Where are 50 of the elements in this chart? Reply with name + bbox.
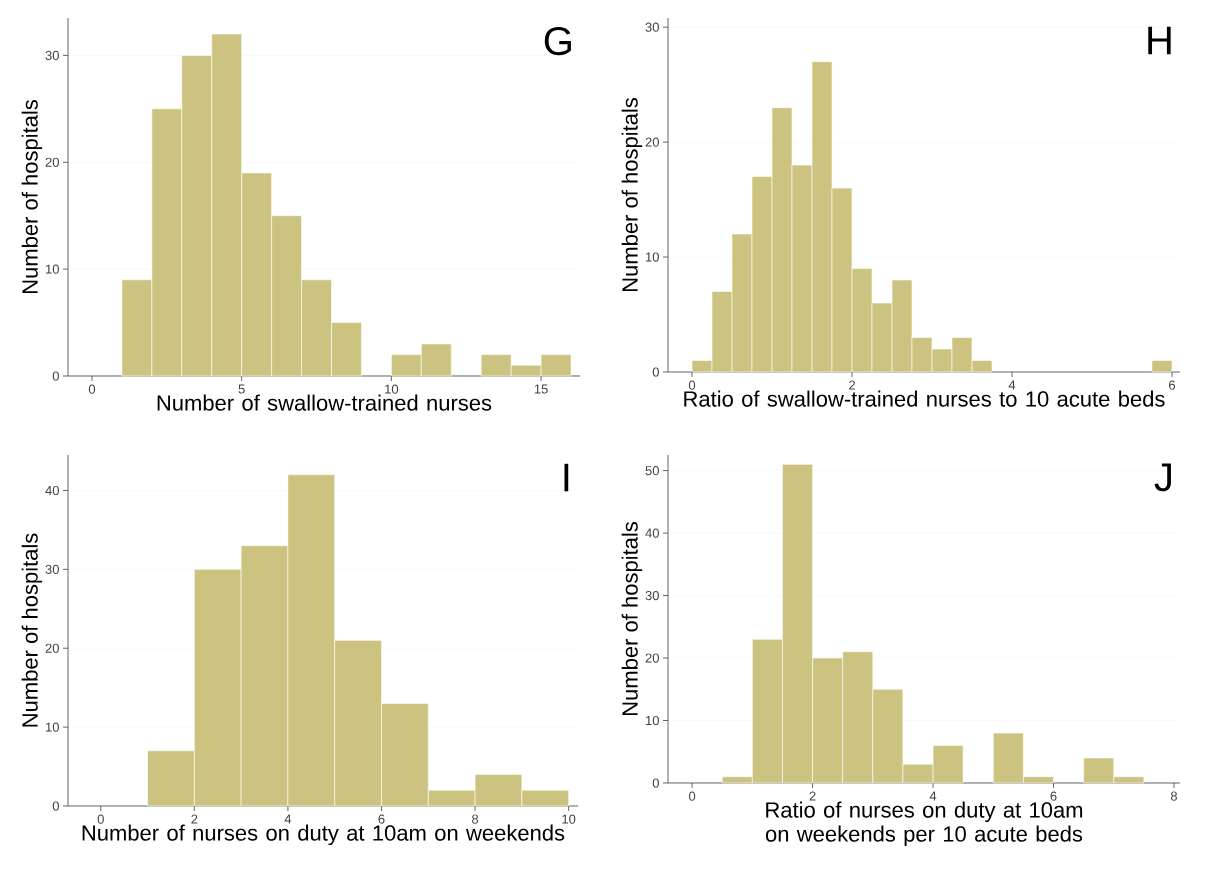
y-tick-label: 20 <box>645 137 659 147</box>
y-tick-label: 0 <box>652 778 659 788</box>
x-tick-label: 4 <box>1008 380 1016 390</box>
annotation: H <box>1148 26 1171 55</box>
annotation: I <box>564 463 569 492</box>
x-tick-label: 0 <box>97 814 104 824</box>
x-tick-label: 0 <box>88 384 96 394</box>
y-tick-label: 20 <box>45 643 59 653</box>
y-tick-label: 40 <box>45 485 59 496</box>
x-tick-label: 2 <box>191 814 198 824</box>
y-tick-label: 10 <box>646 252 659 262</box>
y-tick-label: 10 <box>646 715 659 726</box>
x-tick-label: 4 <box>284 814 292 824</box>
y-tick-label: 0 <box>52 801 59 811</box>
x-tick-label: 15 <box>534 384 548 394</box>
annotation: J <box>1154 463 1171 492</box>
x-tick-label: 8 <box>1170 791 1178 801</box>
x-tick-label: 10 <box>562 814 576 824</box>
y-axis-title: Number of hospitals <box>621 522 643 716</box>
y-tick-label: 10 <box>46 722 59 732</box>
y-tick-label: 30 <box>645 22 659 32</box>
x-tick-label: 6 <box>1050 791 1057 801</box>
x-axis-title: Number of swallow-trained nurses <box>157 394 492 411</box>
x-tick-label: 8 <box>472 814 479 824</box>
x-tick-label: 6 <box>1169 380 1176 390</box>
y-tick-label: 30 <box>45 50 59 60</box>
y-tick-label: 20 <box>645 653 659 663</box>
x-axis-title: Ratio of nurses on duty at 10am on weekends per 10 acute beds <box>765 801 1083 847</box>
y-tick-label: 20 <box>45 157 59 167</box>
x-tick-label: 5 <box>238 384 245 394</box>
y-tick-label: 50 <box>645 466 659 476</box>
x-tick-label: 10 <box>385 384 399 394</box>
x-axis-title: Number of nurses on duty at 10am on weekends <box>82 824 565 846</box>
x-tick-label: 2 <box>809 791 816 801</box>
annotation: G <box>544 26 571 56</box>
y-axis-title: Number of hospitals <box>21 533 43 727</box>
x-tick-label: 4 <box>929 791 937 801</box>
x-tick-label: 6 <box>378 814 385 824</box>
y-tick-label: 0 <box>52 371 59 381</box>
x-tick-label: 0 <box>688 791 696 801</box>
y-tick-label: 10 <box>46 264 59 274</box>
x-tick-label: 0 <box>688 380 696 390</box>
y-axis-title: Number of hospitals <box>21 100 43 294</box>
y-tick-label: 30 <box>645 590 659 601</box>
y-tick-label: 40 <box>645 528 659 538</box>
y-tick-label: 30 <box>45 564 59 574</box>
x-axis-title: Ratio of swallow-trained nurses to 10 acute beds <box>684 390 1165 407</box>
x-tick-label: 2 <box>849 380 855 390</box>
y-tick-label: 0 <box>652 367 659 377</box>
y-axis-title: Number of hospitals <box>621 98 643 292</box>
